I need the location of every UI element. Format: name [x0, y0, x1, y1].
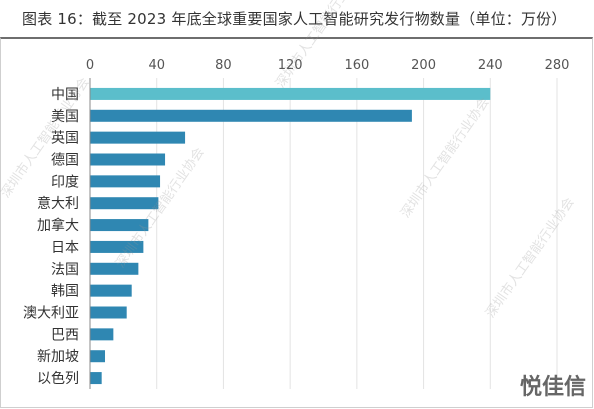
- bar: [90, 372, 102, 385]
- bar: [90, 219, 149, 232]
- y-category-label: 加拿大: [37, 217, 79, 234]
- bar: [90, 350, 106, 363]
- y-category-label: 美国: [51, 109, 79, 125]
- grid-lines: [89, 78, 558, 389]
- brand-logo: 悦佳信: [519, 375, 586, 400]
- bar: [90, 284, 132, 297]
- y-category-label: 巴西: [51, 327, 79, 343]
- bars: [90, 87, 491, 385]
- bar: [90, 131, 186, 144]
- bar: [90, 306, 127, 319]
- bar: [90, 328, 114, 341]
- x-tick-label: 200: [411, 58, 436, 73]
- x-tick-label: 280: [545, 58, 570, 73]
- x-tick-label: 120: [278, 58, 303, 73]
- y-category-label: 以色列: [37, 370, 79, 387]
- y-category-label: 印度: [51, 174, 79, 190]
- bar: [90, 175, 161, 188]
- y-category-label: 德国: [51, 153, 79, 169]
- y-category-label: 中国: [51, 87, 79, 103]
- y-category-label: 新加坡: [37, 349, 79, 365]
- bar: [90, 240, 144, 253]
- y-category-label: 韩国: [51, 284, 79, 300]
- bar: [90, 87, 491, 100]
- y-category-label: 法国: [51, 262, 79, 278]
- y-category-label: 意大利: [37, 195, 79, 212]
- bar: [90, 197, 159, 210]
- bar: [90, 109, 412, 122]
- x-tick-label: 40: [148, 58, 165, 73]
- y-category-label: 日本: [51, 240, 79, 256]
- chart-title: 图表 16：截至 2023 年底全球重要国家人工智能研究发行物数量（单位：万份）: [22, 10, 567, 28]
- y-category-label: 英国: [51, 130, 79, 147]
- x-tick-label: 160: [344, 58, 369, 73]
- x-axis-ticks: 0 40 80 120 160 200 240 280: [86, 58, 570, 73]
- bar: [90, 262, 139, 275]
- bar: [90, 153, 166, 166]
- y-category-label: 澳大利亚: [23, 306, 79, 322]
- x-tick-label: 80: [215, 58, 232, 73]
- x-tick-label: 0: [86, 58, 94, 73]
- x-tick-label: 240: [478, 58, 503, 73]
- chart-frame: [0, 37, 593, 408]
